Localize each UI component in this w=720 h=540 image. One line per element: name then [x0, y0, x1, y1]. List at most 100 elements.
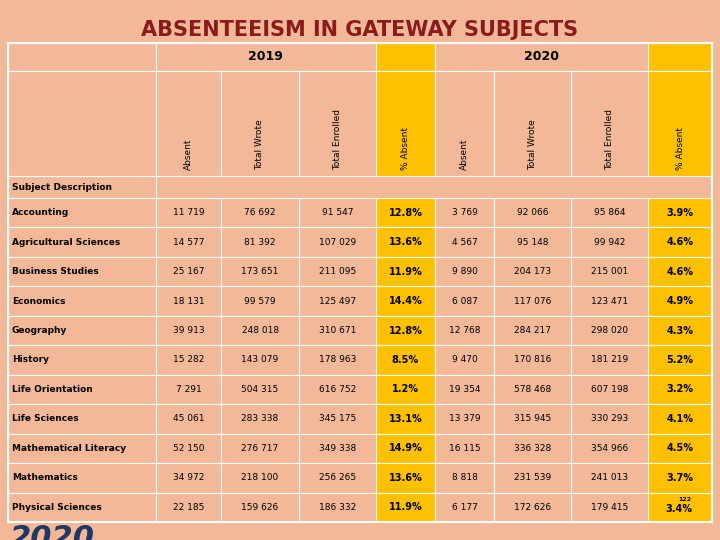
- Text: 13 379: 13 379: [449, 414, 480, 423]
- Text: Agricultural Sciences: Agricultural Sciences: [12, 238, 120, 247]
- Text: Life Sciences: Life Sciences: [12, 414, 78, 423]
- Text: 5.2%: 5.2%: [667, 355, 693, 365]
- Bar: [376, 43, 435, 71]
- Bar: [571, 492, 649, 522]
- Text: 172 626: 172 626: [514, 503, 551, 512]
- Bar: [156, 492, 222, 522]
- Text: 99 579: 99 579: [244, 296, 276, 306]
- Bar: [376, 375, 435, 404]
- Text: 123 471: 123 471: [591, 296, 629, 306]
- Text: 173 651: 173 651: [241, 267, 279, 276]
- Text: Physical Sciences: Physical Sciences: [12, 503, 102, 512]
- Bar: [435, 43, 649, 71]
- Text: Subject Description: Subject Description: [12, 183, 112, 192]
- Text: 92 066: 92 066: [517, 208, 549, 217]
- Bar: [571, 463, 649, 492]
- Bar: [8, 375, 156, 404]
- Bar: [299, 404, 376, 434]
- Bar: [649, 316, 712, 345]
- Bar: [435, 345, 494, 375]
- Text: 218 100: 218 100: [241, 474, 279, 482]
- Text: 95 148: 95 148: [517, 238, 549, 247]
- Bar: [649, 434, 712, 463]
- Bar: [435, 71, 494, 176]
- Bar: [376, 198, 435, 227]
- Bar: [494, 286, 571, 316]
- Bar: [649, 286, 712, 316]
- Bar: [571, 434, 649, 463]
- Bar: [649, 198, 712, 227]
- Bar: [222, 375, 299, 404]
- Text: 16 115: 16 115: [449, 444, 480, 453]
- Text: 178 963: 178 963: [319, 355, 356, 364]
- Text: Life Orientation: Life Orientation: [12, 385, 93, 394]
- Bar: [376, 316, 435, 345]
- Bar: [156, 463, 222, 492]
- Text: 95 864: 95 864: [594, 208, 626, 217]
- Bar: [222, 71, 299, 176]
- Text: Total Wrote: Total Wrote: [256, 119, 264, 170]
- Text: 19 354: 19 354: [449, 385, 480, 394]
- Bar: [222, 198, 299, 227]
- Text: 13.6%: 13.6%: [389, 237, 423, 247]
- Bar: [494, 257, 571, 286]
- Text: Absent: Absent: [460, 138, 469, 170]
- Text: 607 198: 607 198: [591, 385, 629, 394]
- Bar: [494, 375, 571, 404]
- Bar: [571, 345, 649, 375]
- Text: Geography: Geography: [12, 326, 68, 335]
- Text: 14.4%: 14.4%: [389, 296, 423, 306]
- Text: 179 415: 179 415: [591, 503, 629, 512]
- Bar: [494, 404, 571, 434]
- Bar: [494, 463, 571, 492]
- Bar: [376, 463, 435, 492]
- Text: 298 020: 298 020: [591, 326, 629, 335]
- Bar: [156, 375, 222, 404]
- Text: 349 338: 349 338: [319, 444, 356, 453]
- Bar: [649, 375, 712, 404]
- Text: Absent: Absent: [184, 138, 193, 170]
- Text: 22 185: 22 185: [173, 503, 204, 512]
- Text: 1.2%: 1.2%: [392, 384, 419, 394]
- Text: 4.1%: 4.1%: [667, 414, 693, 424]
- Text: Mathematics: Mathematics: [12, 474, 78, 482]
- Bar: [8, 345, 156, 375]
- Text: 4.3%: 4.3%: [667, 326, 693, 335]
- Text: 12.8%: 12.8%: [389, 326, 423, 335]
- Text: 186 332: 186 332: [319, 503, 356, 512]
- Bar: [494, 71, 571, 176]
- Text: 45 061: 45 061: [173, 414, 204, 423]
- Text: 91 547: 91 547: [322, 208, 353, 217]
- Text: 310 671: 310 671: [319, 326, 356, 335]
- Text: 315 945: 315 945: [514, 414, 552, 423]
- Bar: [376, 71, 435, 176]
- Text: 504 315: 504 315: [241, 385, 279, 394]
- Bar: [156, 198, 222, 227]
- Bar: [8, 492, 156, 522]
- Text: 345 175: 345 175: [319, 414, 356, 423]
- Bar: [435, 286, 494, 316]
- Text: 3 769: 3 769: [451, 208, 477, 217]
- Text: 231 539: 231 539: [514, 474, 552, 482]
- Bar: [494, 316, 571, 345]
- Bar: [8, 404, 156, 434]
- Text: 4 567: 4 567: [451, 238, 477, 247]
- Bar: [649, 227, 712, 257]
- Bar: [299, 316, 376, 345]
- Bar: [649, 257, 712, 286]
- Bar: [8, 463, 156, 492]
- Bar: [156, 71, 222, 176]
- Text: 13.6%: 13.6%: [389, 473, 423, 483]
- Bar: [494, 198, 571, 227]
- Text: Total Wrote: Total Wrote: [528, 119, 537, 170]
- Bar: [435, 198, 494, 227]
- Text: 578 468: 578 468: [514, 385, 552, 394]
- Text: 52 150: 52 150: [173, 444, 204, 453]
- Bar: [156, 257, 222, 286]
- Bar: [299, 434, 376, 463]
- Bar: [156, 286, 222, 316]
- Bar: [8, 43, 712, 522]
- Text: 2019: 2019: [248, 51, 283, 64]
- Text: 11 719: 11 719: [173, 208, 204, 217]
- Bar: [376, 227, 435, 257]
